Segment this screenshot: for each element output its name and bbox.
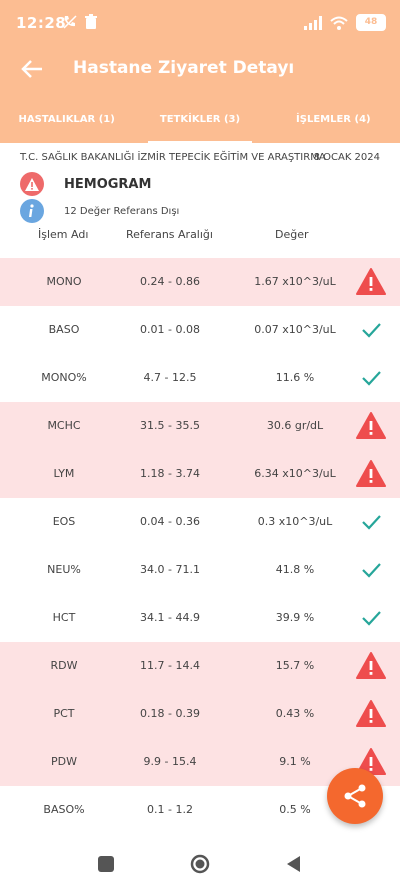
test-value: 0.5 % [279,803,311,816]
share-button[interactable] [327,768,383,824]
table-row[interactable]: MONO% 4.7 - 12.5 11.6 % [0,354,400,402]
test-name: MONO [46,275,82,288]
status-time: 12:28 [16,14,67,32]
check-icon [362,323,381,338]
table-row[interactable]: MONO 0.24 - 0.86 1.67 x10^3/uL [0,258,400,306]
test-reference-range: 0.18 - 0.39 [140,707,200,720]
test-name: PCT [53,707,75,720]
warning-icon [356,460,386,487]
test-group-summary: 12 Değer Referans Dışı [20,199,179,223]
test-name: LYM [53,467,75,480]
system-nav-bar [0,840,400,888]
test-reference-range: 9.9 - 15.4 [143,755,197,768]
test-value: 6.34 x10^3/uL [254,467,336,480]
tab-islemler[interactable]: İŞLEMLER (4) [296,114,371,125]
warning-icon [356,700,386,727]
test-reference-range: 34.1 - 44.9 [140,611,200,624]
test-value: 9.1 % [279,755,311,768]
app-bar: Hastane Ziyaret Detayı [0,44,400,96]
status-bar: 12:28 48 [0,0,400,44]
test-name: BASO% [43,803,85,816]
group-subtitle: 12 Değer Referans Dışı [64,205,180,217]
check-icon [362,563,381,578]
recent-apps-icon[interactable] [96,854,116,874]
info-icon [20,199,44,223]
table-row[interactable]: BASO 0.01 - 0.08 0.07 x10^3/uL [0,306,400,354]
table-header: İşlem Adı Referans Aralığı Değer [0,228,400,248]
tab-bar: HASTALIKLAR (1) TETKİKLER (3) İŞLEMLER (… [0,100,400,143]
table-row[interactable]: RDW 11.7 - 14.4 15.7 % [0,642,400,690]
table-row[interactable]: NEU% 34.0 - 71.1 41.8 % [0,546,400,594]
arrow-left-icon[interactable] [18,54,48,84]
call-muted-icon [63,15,77,29]
test-reference-range: 4.7 - 12.5 [143,371,197,384]
table-row[interactable]: PCT 0.18 - 0.39 0.43 % [0,690,400,738]
warning-icon [356,412,386,439]
warning-icon [20,172,44,196]
test-reference-range: 31.5 - 35.5 [140,419,200,432]
test-value: 30.6 gr/dL [266,419,324,432]
test-value: 1.67 x10^3/uL [254,275,336,288]
test-value: 15.7 % [275,659,315,672]
test-reference-range: 11.7 - 14.4 [140,659,200,672]
test-value: 0.43 % [275,707,315,720]
test-name: EOS [52,515,76,528]
test-reference-range: 0.24 - 0.86 [140,275,200,288]
table-row[interactable]: HCT 34.1 - 44.9 39.9 % [0,594,400,642]
test-reference-range: 0.01 - 0.08 [140,323,200,336]
warning-icon [356,268,386,295]
home-icon[interactable] [190,854,210,874]
visit-info: T.C. SAĞLIK BAKANLIĞI İZMİR TEPECİK EĞİT… [20,152,380,163]
test-name: MONO% [41,371,87,384]
test-reference-range: 34.0 - 71.1 [140,563,200,576]
test-reference-range: 1.18 - 3.74 [140,467,200,480]
test-value: 0.3 x10^3/uL [257,515,333,528]
trash-icon [85,14,97,29]
test-reference-range: 0.1 - 1.2 [147,803,193,816]
tab-hastaliklar[interactable]: HASTALIKLAR (1) [18,114,115,125]
group-title: HEMOGRAM [64,176,152,192]
test-name: HCT [52,611,76,624]
test-name: RDW [50,659,78,672]
test-table: MONO 0.24 - 0.86 1.67 x10^3/uL BASO 0.01 - 0… [0,258,400,834]
column-name: İşlem Adı [38,228,89,241]
test-value: 41.8 % [275,563,315,576]
test-group-header: HEMOGRAM [20,172,151,196]
test-name: MCHC [47,419,81,432]
column-value: Değer [275,228,309,241]
app-header-background: 12:28 48 [0,0,400,143]
test-name: NEU% [47,563,81,576]
back-icon[interactable] [284,854,304,874]
visit-date: 8 OCAK 2024 [313,152,380,163]
signal-icon [304,15,322,30]
wifi-icon [330,16,348,30]
warning-icon [356,652,386,679]
check-icon [362,371,381,386]
test-value: 0.07 x10^3/uL [254,323,336,336]
battery-icon: 48 [356,14,386,31]
test-name: PDW [51,755,77,768]
test-value: 39.9 % [275,611,315,624]
table-row[interactable]: LYM 1.18 - 3.74 6.34 x10^3/uL [0,450,400,498]
test-name: BASO [48,323,80,336]
test-reference-range: 0.04 - 0.36 [140,515,200,528]
table-row[interactable]: PDW 9.9 - 15.4 9.1 % [0,738,400,786]
column-range: Referans Aralığı [126,228,213,241]
check-icon [362,515,381,530]
test-value: 11.6 % [275,371,315,384]
share-icon [344,784,366,808]
table-row[interactable]: MCHC 31.5 - 35.5 30.6 gr/dL [0,402,400,450]
page-title: Hastane Ziyaret Detayı [73,58,295,78]
tab-tetkikler[interactable]: TETKİKLER (3) [133,100,266,143]
hospital-name: T.C. SAĞLIK BAKANLIĞI İZMİR TEPECİK EĞİT… [20,152,326,163]
table-row[interactable]: EOS 0.04 - 0.36 0.3 x10^3/uL [0,498,400,546]
check-icon [362,611,381,626]
